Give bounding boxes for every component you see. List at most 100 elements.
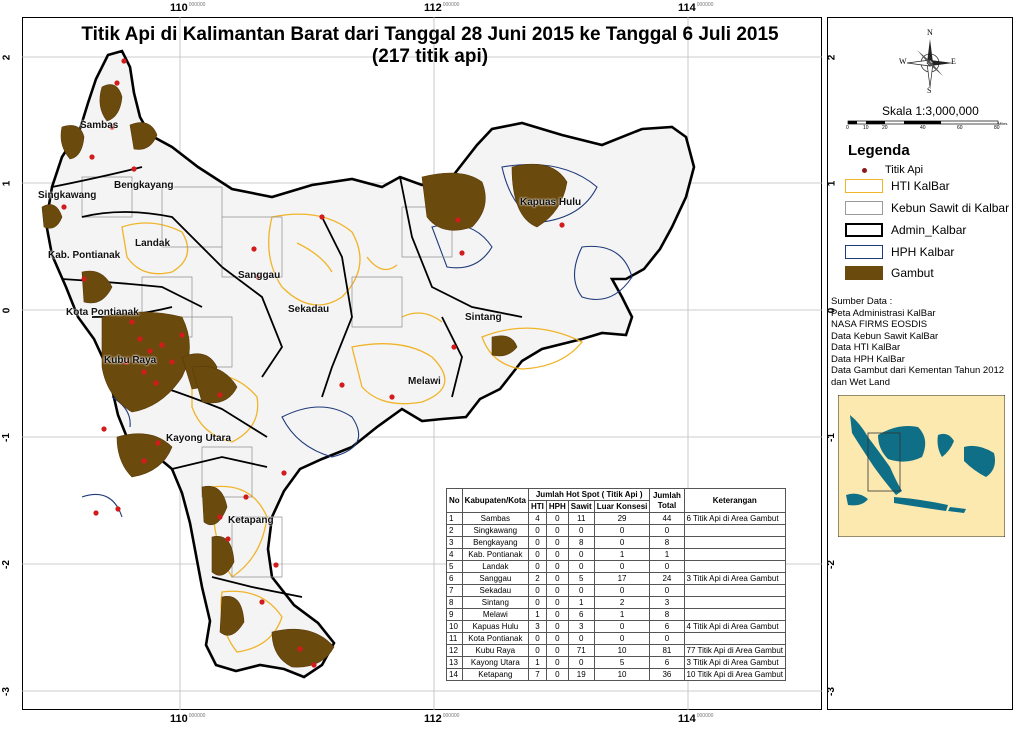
table-cell: 1 [567,596,595,609]
table-cell: 0 [528,632,547,645]
place-label-sanggau: Sanggau [238,270,281,281]
y-tick-right-neg3: -3 [825,687,837,696]
table-cell: 0 [545,596,569,609]
legend-swatch-dot [845,167,883,173]
table-cell [683,548,786,561]
table-cell: 1 [528,608,547,621]
source-line: Data HPH KalBar [831,353,905,365]
table-row: 6 Sanggau 2 0 5 17 24 3 Titik Api di Area Gambu… [446,572,786,585]
legend-label-titik-api: Titik Api [885,164,924,176]
table-cell: 3 Titik Api di Area Gambut [683,572,786,585]
y-tick-right-1: 1 [826,180,838,187]
table-row: 2 Singkawang 0 0 0 0 0 [446,524,786,537]
table-cell: 0 [528,584,547,597]
table-cell: 14 [446,668,463,681]
place-label-ketapang: Ketapang [228,515,274,526]
table-cell: 0 [593,536,651,549]
table-cell: Kota Pontianak [461,632,530,645]
place-label-kapuas-hulu: Kapuas Hulu [520,197,582,208]
y-tick-left-2: 2 [1,54,13,61]
table-cell: 0 [567,548,595,561]
table-cell: Ketapang [461,668,530,681]
x-tick-bottom-112: 112000000 [424,713,460,725]
table-cell: 7 [446,584,463,597]
table-cell: 1 [528,656,547,669]
table-row: 1 Sambas 4 0 11 29 44 6 Titik Api di Area Gambu… [446,512,786,525]
legend-swatch-admin [845,223,883,237]
table-cell: 0 [528,560,547,573]
table-cell [683,596,786,609]
table-row: 7 Sekadau 0 0 0 0 0 [446,584,786,597]
table-cell: 24 [649,572,685,585]
map-title-line1: Titik Api di Kalimantan Barat dari Tangg… [81,24,779,45]
x-tick-bottom-110: 110000000 [170,713,206,725]
x-tick-top-110: 110000000 [170,2,206,14]
place-label-kab-pontianak: Kab. Pontianak [48,250,121,261]
table-cell [683,608,786,621]
table-cell [683,524,786,537]
map-title-line2: (217 titik api) [371,46,489,67]
table-row: 9 Melawi 1 0 6 1 8 [446,608,786,621]
scale-label: Skala 1:3,000,000 [882,104,979,118]
scale-bar [847,120,999,125]
table-cell: 0 [593,584,651,597]
table-cell: 44 [649,512,685,525]
table-cell [683,584,786,597]
hotspot-table-body: 1 Sambas 4 0 11 29 44 6 Titik Api di Area Gambu… [446,512,786,681]
table-cell: 0 [567,560,595,573]
table-cell: 0 [593,560,651,573]
place-label-bengkayang: Bengkayang [114,180,174,191]
y-tick-left-neg1: -1 [0,433,12,442]
table-cell: 3 [649,596,685,609]
table-cell: 1 [593,548,651,561]
place-label-kota-pontianak: Kota Pontianak [66,307,139,318]
table-cell: 0 [528,536,547,549]
hotspot-table: No Kabupaten/Kota Jumlah Hot Spot ( Titi… [446,488,786,681]
table-cell: Bengkayang [461,536,530,549]
legend-swatch-gambut [845,266,883,280]
table-cell: 0 [567,632,595,645]
table-cell: 11 [446,632,463,645]
y-tick-left-1: 1 [1,180,13,187]
table-cell: 10 [593,644,651,657]
place-label-kubu-raya: Kubu Raya [104,355,157,366]
map-canvas[interactable] [22,17,822,710]
table-row: 11 Kota Pontianak 0 0 0 0 0 [446,632,786,645]
table-cell: 0 [545,512,569,525]
table-cell: 2 [593,596,651,609]
table-cell: 0 [649,560,685,573]
table-cell: 81 [649,644,685,657]
table-cell: 0 [545,608,569,621]
table-cell: Kapuas Hulu [461,620,530,633]
source-line: Sumber Data : [831,296,893,307]
scale-tick-20: 20 [882,125,888,131]
table-cell: Melawi [461,608,530,621]
table-row: 3 Bengkayang 0 0 8 0 8 [446,536,786,549]
table-cell: 3 Titik Api di Area Gambut [683,656,786,669]
table-cell: 29 [593,512,651,525]
table-cell: 7 [528,668,547,681]
compass-w: W [899,57,907,66]
table-cell: Landak [461,560,530,573]
map-title: Titik Api di Kalimantan Barat dari Tangg… [20,24,840,68]
compass-e: E [951,57,956,66]
map-frame [22,17,822,710]
table-row: 13 Kayong Utara 1 0 0 5 6 3 Titik Api di Area G… [446,656,786,669]
north-arrow-icon [906,39,953,88]
table-cell: 0 [545,668,569,681]
scale-tick-80: 80 [994,125,1000,131]
scale-unit: Miles [998,121,1008,126]
table-cell: 6 [649,656,685,669]
table-cell: 0 [545,560,569,573]
source-line: Peta Administrasi KalBar [831,307,936,319]
place-label-singkawang: Singkawang [38,190,97,201]
table-cell: 8 [649,608,685,621]
y-tick-left-neg3: -3 [0,687,12,696]
table-cell: 8 [446,596,463,609]
table-cell: 71 [567,644,595,657]
table-cell: 36 [649,668,685,681]
table-cell: 0 [649,632,685,645]
table-cell: 6 [649,620,685,633]
col-header-hti: HTI [528,500,547,513]
table-cell: Kubu Raya [461,644,530,657]
